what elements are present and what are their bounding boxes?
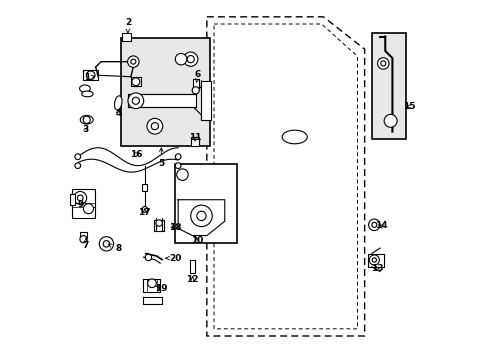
Circle shape xyxy=(83,204,93,214)
Bar xyxy=(121,39,210,146)
Circle shape xyxy=(176,169,188,180)
Ellipse shape xyxy=(114,96,122,110)
Circle shape xyxy=(368,255,379,265)
Circle shape xyxy=(128,93,143,109)
Bar xyxy=(201,81,210,121)
Ellipse shape xyxy=(80,116,93,124)
Circle shape xyxy=(175,53,186,65)
Circle shape xyxy=(187,55,194,63)
Text: 12: 12 xyxy=(186,275,198,284)
Circle shape xyxy=(132,97,139,104)
Circle shape xyxy=(183,52,198,66)
Circle shape xyxy=(77,195,83,201)
Text: 17: 17 xyxy=(138,208,151,217)
Ellipse shape xyxy=(80,85,90,92)
Circle shape xyxy=(192,87,199,94)
Bar xyxy=(122,33,131,41)
Circle shape xyxy=(190,205,212,226)
Circle shape xyxy=(380,61,385,66)
Text: 5: 5 xyxy=(158,148,164,168)
Circle shape xyxy=(99,237,113,251)
Circle shape xyxy=(196,211,206,221)
Circle shape xyxy=(75,154,81,159)
Circle shape xyxy=(127,56,139,67)
Circle shape xyxy=(80,235,87,243)
Bar xyxy=(72,189,94,218)
Bar xyxy=(142,184,147,192)
Bar xyxy=(70,194,74,205)
Circle shape xyxy=(145,254,151,261)
Circle shape xyxy=(75,163,81,168)
Bar xyxy=(190,260,195,273)
Text: 10: 10 xyxy=(190,236,203,245)
Circle shape xyxy=(147,279,156,288)
Text: 2: 2 xyxy=(124,18,131,33)
Circle shape xyxy=(368,219,379,230)
Text: 18: 18 xyxy=(169,223,182,232)
Bar xyxy=(80,232,87,238)
Circle shape xyxy=(132,78,140,86)
Circle shape xyxy=(131,59,136,64)
Circle shape xyxy=(147,118,163,134)
Text: 9: 9 xyxy=(77,200,83,209)
Bar xyxy=(128,94,196,107)
Circle shape xyxy=(175,154,181,159)
Circle shape xyxy=(377,58,388,69)
Text: 13: 13 xyxy=(370,265,383,274)
Text: 15: 15 xyxy=(403,102,415,111)
Circle shape xyxy=(156,220,162,226)
Bar xyxy=(192,78,199,89)
Ellipse shape xyxy=(282,130,306,144)
Bar xyxy=(191,136,199,146)
Circle shape xyxy=(74,192,86,204)
Circle shape xyxy=(151,123,158,130)
Text: 16: 16 xyxy=(130,150,142,159)
Text: 11: 11 xyxy=(188,133,201,142)
Text: 7: 7 xyxy=(82,238,89,250)
Ellipse shape xyxy=(81,91,93,97)
Circle shape xyxy=(384,114,396,127)
Text: 4: 4 xyxy=(115,109,121,118)
Circle shape xyxy=(371,222,376,227)
Circle shape xyxy=(371,258,376,262)
Text: 8: 8 xyxy=(108,244,121,253)
Circle shape xyxy=(142,207,147,212)
Circle shape xyxy=(103,240,109,247)
Bar xyxy=(371,33,405,139)
Text: 19: 19 xyxy=(155,284,167,293)
Circle shape xyxy=(175,163,181,168)
Bar xyxy=(174,164,237,243)
Text: 6: 6 xyxy=(194,70,201,82)
Text: 3: 3 xyxy=(82,125,89,134)
Text: 20: 20 xyxy=(165,254,182,263)
Text: 1: 1 xyxy=(84,73,95,82)
Text: 14: 14 xyxy=(374,221,387,230)
Circle shape xyxy=(83,116,90,123)
Circle shape xyxy=(86,71,95,80)
